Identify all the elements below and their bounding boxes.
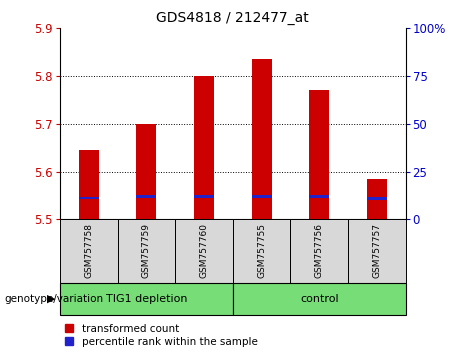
- Bar: [309, 91, 329, 219]
- Bar: [290, 219, 348, 283]
- Title: GDS4818 / 212477_at: GDS4818 / 212477_at: [156, 11, 309, 24]
- Text: genotype/variation: genotype/variation: [5, 294, 104, 304]
- Bar: [348, 219, 406, 283]
- Text: GSM757758: GSM757758: [84, 223, 93, 278]
- Bar: [252, 59, 272, 219]
- Text: TIG1 depletion: TIG1 depletion: [106, 294, 187, 304]
- Bar: [194, 76, 214, 219]
- Bar: [367, 179, 387, 219]
- Bar: [175, 219, 233, 283]
- Bar: [118, 219, 175, 283]
- Bar: [233, 283, 406, 315]
- Bar: [252, 195, 272, 198]
- Text: GSM757755: GSM757755: [257, 223, 266, 278]
- Text: GSM757756: GSM757756: [315, 223, 324, 278]
- Text: control: control: [300, 294, 338, 304]
- Bar: [136, 124, 156, 219]
- Bar: [79, 150, 99, 219]
- Bar: [136, 195, 156, 198]
- Bar: [367, 198, 387, 200]
- Text: GSM757760: GSM757760: [200, 223, 208, 278]
- Bar: [309, 195, 329, 198]
- Bar: [60, 283, 233, 315]
- Legend: transformed count, percentile rank within the sample: transformed count, percentile rank withi…: [65, 324, 258, 347]
- Bar: [194, 195, 214, 198]
- Bar: [60, 219, 118, 283]
- Text: GSM757757: GSM757757: [372, 223, 381, 278]
- Bar: [233, 219, 290, 283]
- Text: GSM757759: GSM757759: [142, 223, 151, 278]
- Text: ▶: ▶: [47, 294, 55, 304]
- Bar: [79, 196, 99, 199]
